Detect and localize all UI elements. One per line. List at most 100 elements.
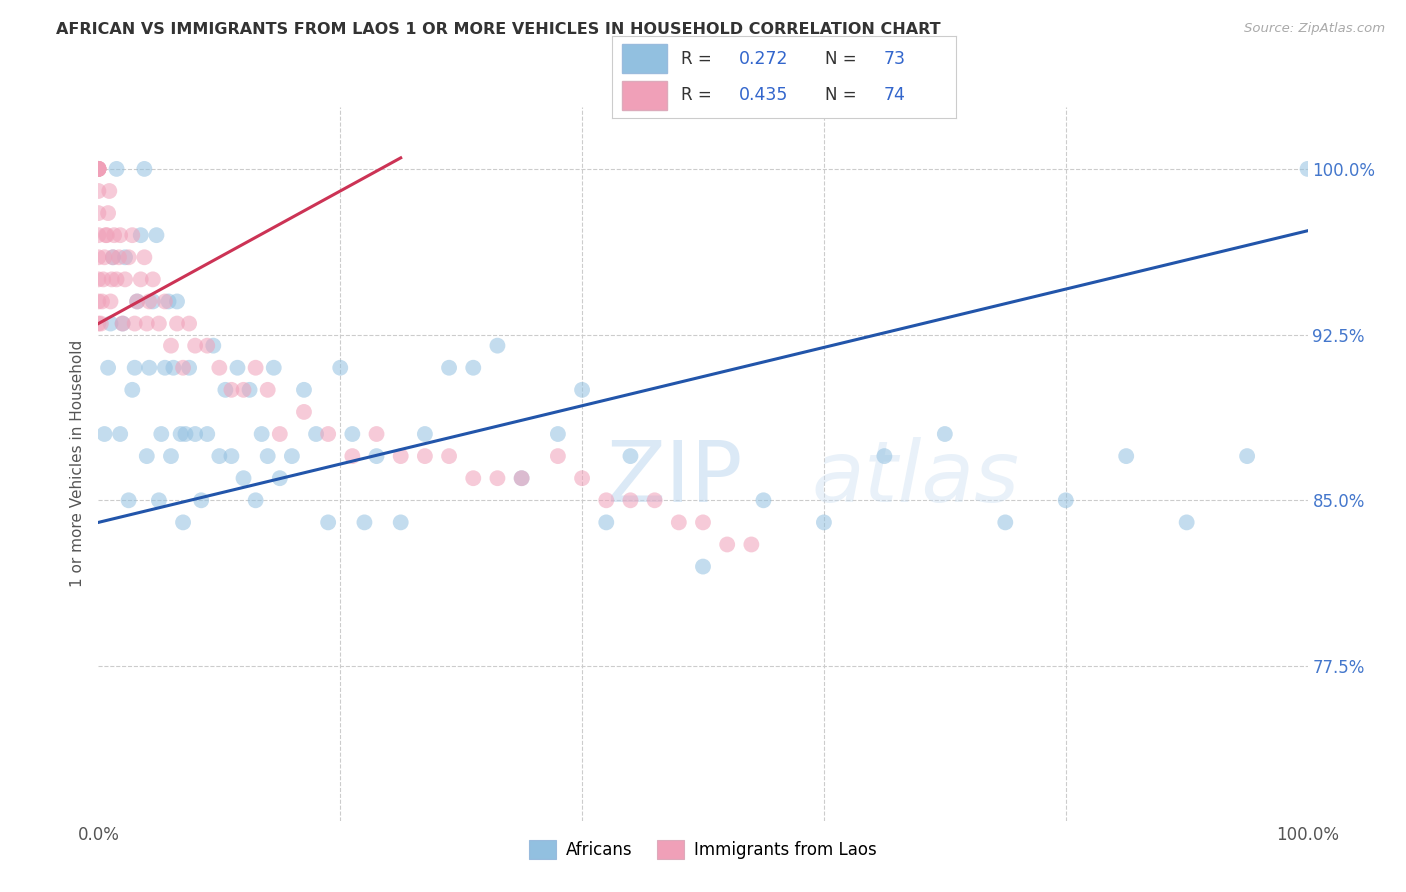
Point (142, 294, 165, 309)
Point (292, 405, 315, 419)
Point (142, 272, 165, 286)
Point (389, 516, 412, 530)
Point (619, 449, 641, 463)
Text: 0.272: 0.272 (740, 50, 789, 68)
Point (873, 449, 896, 463)
Point (124, 317, 146, 331)
Point (87, 161, 110, 176)
Point (87, 228, 110, 243)
Point (138, 360, 160, 375)
Point (366, 449, 388, 463)
Point (121, 383, 143, 397)
Point (463, 360, 485, 375)
Point (153, 294, 176, 309)
Point (813, 516, 835, 530)
Point (87, 272, 110, 286)
Point (644, 493, 666, 508)
Point (195, 338, 218, 352)
FancyBboxPatch shape (621, 81, 666, 110)
Point (179, 360, 201, 375)
Point (316, 516, 339, 530)
Point (111, 317, 134, 331)
Point (994, 516, 1017, 530)
Point (87, 161, 110, 176)
Point (87, 161, 110, 176)
Point (226, 360, 249, 375)
Point (305, 427, 328, 442)
Point (93, 427, 115, 442)
Point (118, 493, 141, 508)
Point (716, 537, 738, 551)
Point (190, 493, 212, 508)
Point (134, 161, 156, 176)
Point (232, 471, 254, 485)
Text: Source: ZipAtlas.com: Source: ZipAtlas.com (1244, 22, 1385, 36)
Point (160, 449, 183, 463)
Point (239, 383, 262, 397)
Point (97, 206, 120, 220)
Point (316, 427, 339, 442)
Point (135, 449, 157, 463)
Point (342, 427, 364, 442)
Point (281, 449, 304, 463)
Point (184, 338, 207, 352)
Point (111, 317, 134, 331)
Point (100, 294, 122, 309)
Point (208, 449, 231, 463)
Point (510, 471, 533, 485)
Point (202, 338, 225, 352)
Point (124, 360, 146, 375)
Point (413, 427, 436, 442)
Point (256, 383, 278, 397)
Point (214, 383, 236, 397)
Point (87, 161, 110, 176)
Point (668, 516, 690, 530)
Point (108, 427, 131, 442)
Point (174, 427, 197, 442)
Point (166, 294, 188, 309)
Point (437, 449, 460, 463)
Point (692, 559, 714, 574)
Text: N =: N = (825, 86, 862, 103)
Point (153, 360, 176, 375)
Point (87, 184, 110, 198)
Point (353, 516, 375, 530)
Point (245, 493, 267, 508)
Text: 73: 73 (884, 50, 905, 68)
Point (269, 427, 291, 442)
Point (1236, 449, 1258, 463)
Point (221, 383, 243, 397)
Point (245, 360, 267, 375)
Point (740, 537, 762, 551)
Point (269, 471, 291, 485)
Point (934, 427, 956, 442)
Point (101, 250, 124, 264)
Point (87, 317, 110, 331)
Point (752, 493, 775, 508)
Point (157, 294, 180, 309)
Point (571, 383, 593, 397)
Point (127, 294, 149, 309)
Point (172, 360, 194, 375)
Point (221, 449, 243, 463)
Point (134, 250, 156, 264)
Point (127, 294, 149, 309)
Point (1175, 516, 1198, 530)
Text: AFRICAN VS IMMIGRANTS FROM LAOS 1 OR MORE VEHICLES IN HOUSEHOLD CORRELATION CHAR: AFRICAN VS IMMIGRANTS FROM LAOS 1 OR MOR… (56, 22, 941, 37)
Point (169, 427, 191, 442)
Point (329, 360, 352, 375)
Text: N =: N = (825, 50, 862, 68)
Point (692, 516, 714, 530)
Point (389, 449, 412, 463)
Point (135, 317, 157, 331)
Point (463, 471, 485, 485)
Point (118, 250, 141, 264)
Point (510, 471, 533, 485)
Point (172, 516, 194, 530)
Point (114, 272, 136, 286)
Point (96, 228, 118, 243)
Point (103, 228, 125, 243)
Point (94, 228, 117, 243)
Y-axis label: 1 or more Vehicles in Household: 1 or more Vehicles in Household (70, 340, 86, 588)
Point (148, 493, 170, 508)
